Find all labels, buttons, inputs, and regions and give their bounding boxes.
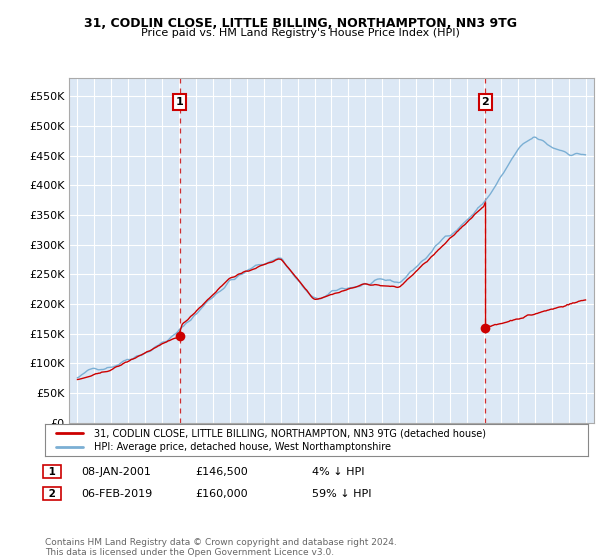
Text: 2: 2 [45, 489, 59, 499]
Text: £160,000: £160,000 [195, 489, 248, 499]
Text: 08-JAN-2001: 08-JAN-2001 [81, 466, 151, 477]
Text: £146,500: £146,500 [195, 466, 248, 477]
Text: Contains HM Land Registry data © Crown copyright and database right 2024.
This d: Contains HM Land Registry data © Crown c… [45, 538, 397, 557]
Text: HPI: Average price, detached house, West Northamptonshire: HPI: Average price, detached house, West… [94, 442, 391, 452]
Text: 31, CODLIN CLOSE, LITTLE BILLING, NORTHAMPTON, NN3 9TG: 31, CODLIN CLOSE, LITTLE BILLING, NORTHA… [83, 17, 517, 30]
Text: 1: 1 [176, 97, 184, 107]
Text: 59% ↓ HPI: 59% ↓ HPI [312, 489, 371, 499]
Text: 06-FEB-2019: 06-FEB-2019 [81, 489, 152, 499]
Text: 31, CODLIN CLOSE, LITTLE BILLING, NORTHAMPTON, NN3 9TG (detached house): 31, CODLIN CLOSE, LITTLE BILLING, NORTHA… [94, 428, 486, 438]
Text: 4% ↓ HPI: 4% ↓ HPI [312, 466, 365, 477]
Text: Price paid vs. HM Land Registry's House Price Index (HPI): Price paid vs. HM Land Registry's House … [140, 28, 460, 38]
Text: 2: 2 [482, 97, 490, 107]
Text: 1: 1 [45, 466, 59, 477]
